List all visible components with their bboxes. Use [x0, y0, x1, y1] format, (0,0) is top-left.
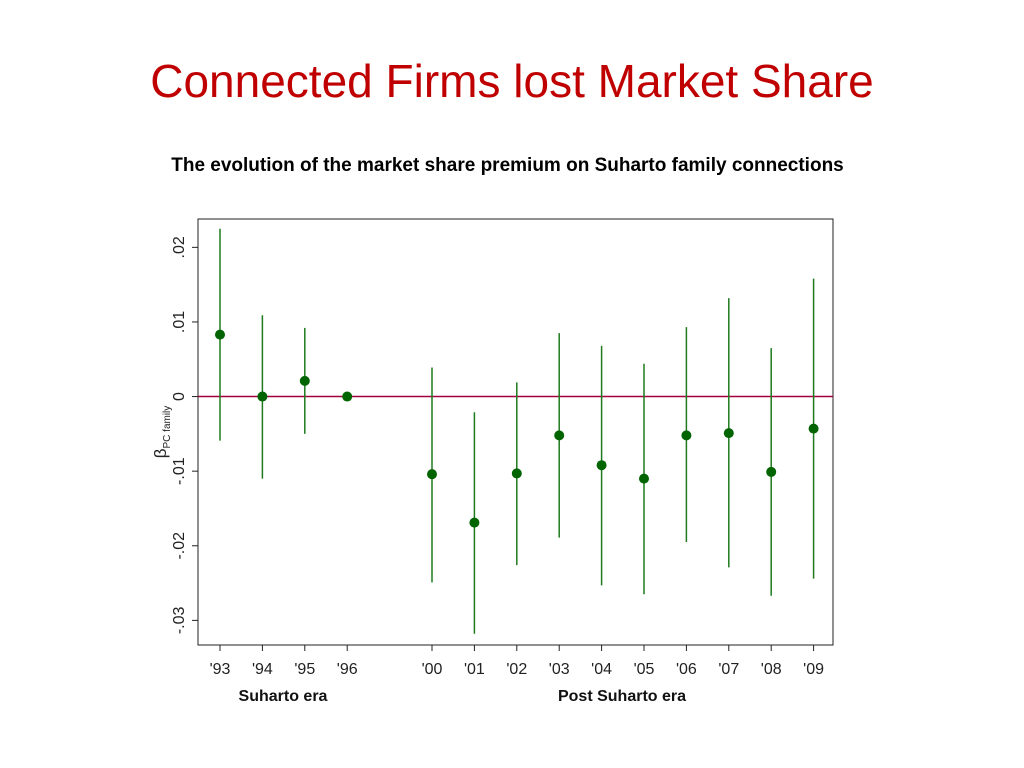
x-tick-label: '04	[591, 661, 612, 678]
y-tick-label: .01	[171, 311, 188, 333]
point-estimate	[257, 391, 268, 402]
point-estimate	[766, 466, 777, 477]
point-estimate	[427, 469, 437, 480]
x-axis: '93 '94 '95 '96 '00 '01 '02 '03 '04 '05 '06 '07 '08 '…	[210, 645, 824, 678]
y-axis-label: βPC family	[151, 406, 173, 459]
point-estimate	[511, 468, 522, 479]
y-tick-label: -.02	[171, 532, 188, 560]
y-tick-label: -.01	[171, 457, 188, 485]
point-estimate	[681, 430, 692, 441]
x-tick-label: '06	[676, 661, 697, 678]
x-tick-label: '08	[761, 661, 782, 678]
x-tick-label: '01	[464, 661, 485, 678]
point-estimate	[808, 423, 819, 434]
y-axis: .02 .01 0 -.01 -.02 -.03	[171, 236, 198, 634]
x-tick-label: '93	[210, 661, 231, 678]
x-tick-label: '05	[634, 661, 655, 678]
plot-frame	[197, 218, 834, 646]
x-tick-label: '02	[506, 661, 527, 678]
x-tick-label: '95	[294, 661, 315, 678]
point-estimate	[215, 329, 225, 340]
slide-title: Connected Firms lost Market Share	[150, 55, 874, 107]
x-tick-label: '96	[337, 661, 358, 678]
group-label-post-suharto-era: Post Suharto era	[558, 688, 686, 705]
coefficient-series	[215, 228, 819, 634]
point-estimate	[469, 517, 480, 528]
group-label-suharto-era: Suharto era	[239, 688, 328, 705]
y-tick-label: .02	[171, 236, 188, 258]
point-estimate	[299, 375, 310, 386]
point-estimate	[342, 391, 353, 402]
x-tick-label: '00	[422, 661, 443, 678]
y-tick-label: 0	[171, 392, 188, 401]
x-tick-label: '94	[252, 661, 273, 678]
point-estimate	[723, 428, 734, 439]
x-tick-label: '09	[803, 661, 824, 678]
y-tick-label: -.03	[171, 606, 188, 634]
point-estimate	[554, 430, 565, 441]
slide-subtitle: The evolution of the market share premiu…	[171, 155, 844, 176]
x-tick-label: '07	[718, 661, 739, 678]
point-estimate	[639, 473, 649, 484]
point-estimate	[596, 460, 607, 471]
x-tick-label: '03	[549, 661, 570, 678]
